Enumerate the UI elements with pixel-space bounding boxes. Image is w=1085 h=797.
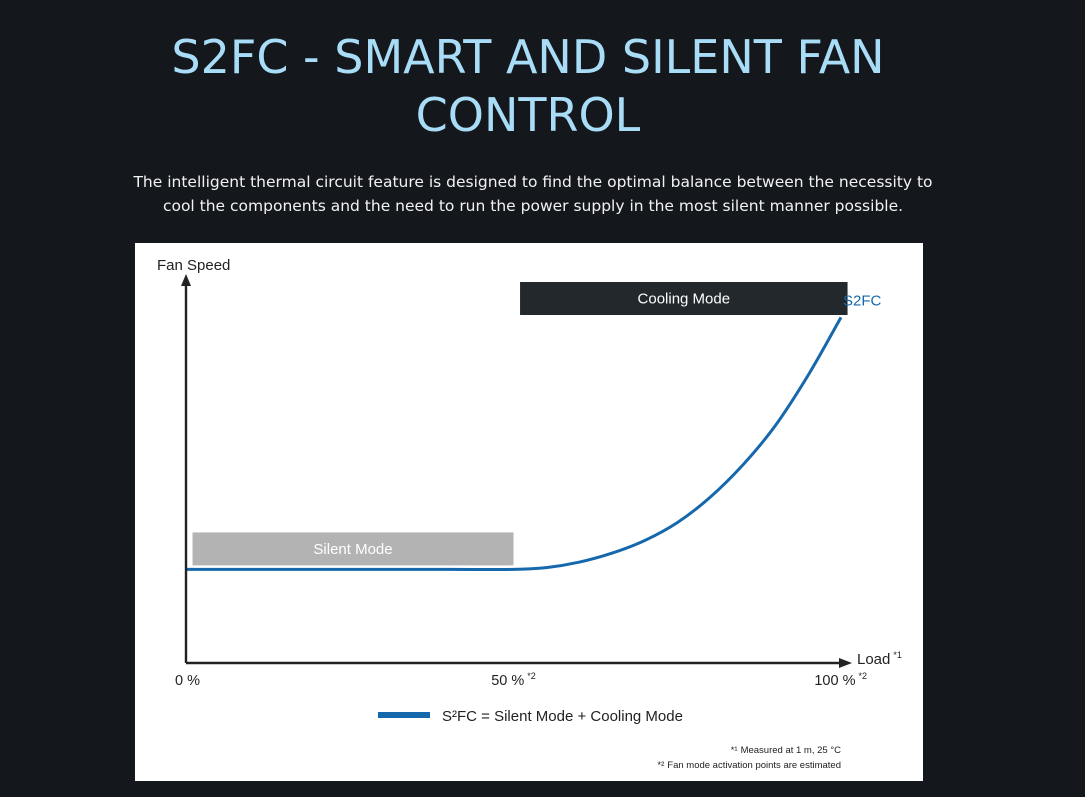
x-axis-label-text: Load: [857, 651, 890, 668]
y-axis-arrow: [181, 274, 191, 286]
s2fc-series-line: [186, 316, 843, 572]
footnote-1-mark: *¹: [731, 745, 738, 756]
legend-label: S²FC = Silent Mode + Cooling Mode: [442, 708, 683, 725]
x-tick-label-text: 100 %: [814, 673, 855, 689]
fan-speed-chart: Silent Mode Cooling Mode S2FC Fan Speed …: [157, 257, 902, 771]
footnote-1-text: Measured at 1 m, 25 °C: [741, 745, 842, 756]
cooling-mode-band: Cooling Mode: [520, 282, 848, 315]
x-tick-labels: 0 % 50 % *2 100 % *2: [175, 671, 867, 689]
x-tick-label-text: 0 %: [175, 673, 200, 689]
silent-mode-label: Silent Mode: [313, 541, 392, 558]
chart-panel: Silent Mode Cooling Mode S2FC Fan Speed …: [135, 243, 923, 781]
x-tick-label: 0 %: [175, 673, 200, 689]
cooling-mode-label: Cooling Mode: [638, 291, 731, 308]
x-tick-label-text: 50 %: [491, 673, 524, 689]
x-tick-label: 50 % *2: [491, 671, 536, 689]
page-title: S2FC - SMART AND SILENT FAN CONTROL: [171, 30, 885, 142]
x-tick-label: 100 % *2: [814, 671, 867, 689]
x-tick-label-sup: *2: [858, 671, 867, 681]
silent-mode-band: Silent Mode: [192, 532, 514, 566]
footnote-2: *² Fan mode activation points are estimat…: [657, 760, 841, 771]
x-axis-label: Load *1: [857, 650, 902, 668]
page-description: The intelligent thermal circuit feature …: [133, 173, 933, 215]
x-tick-label-sup: *2: [527, 671, 536, 681]
footnote-2-mark: *²: [657, 760, 664, 771]
s2fc-series-label: S2FC: [843, 292, 882, 309]
footnote-2-text: Fan mode activation points are estimated: [667, 760, 841, 771]
cooling-mode-band-rect: [520, 282, 848, 315]
x-axis-arrow: [839, 658, 852, 668]
silent-mode-band-rect: [192, 532, 514, 566]
y-axis-label: Fan Speed: [157, 257, 230, 274]
x-axis-label-sup: *1: [893, 650, 902, 660]
footnote-1: *¹ Measured at 1 m, 25 °C: [731, 745, 841, 756]
